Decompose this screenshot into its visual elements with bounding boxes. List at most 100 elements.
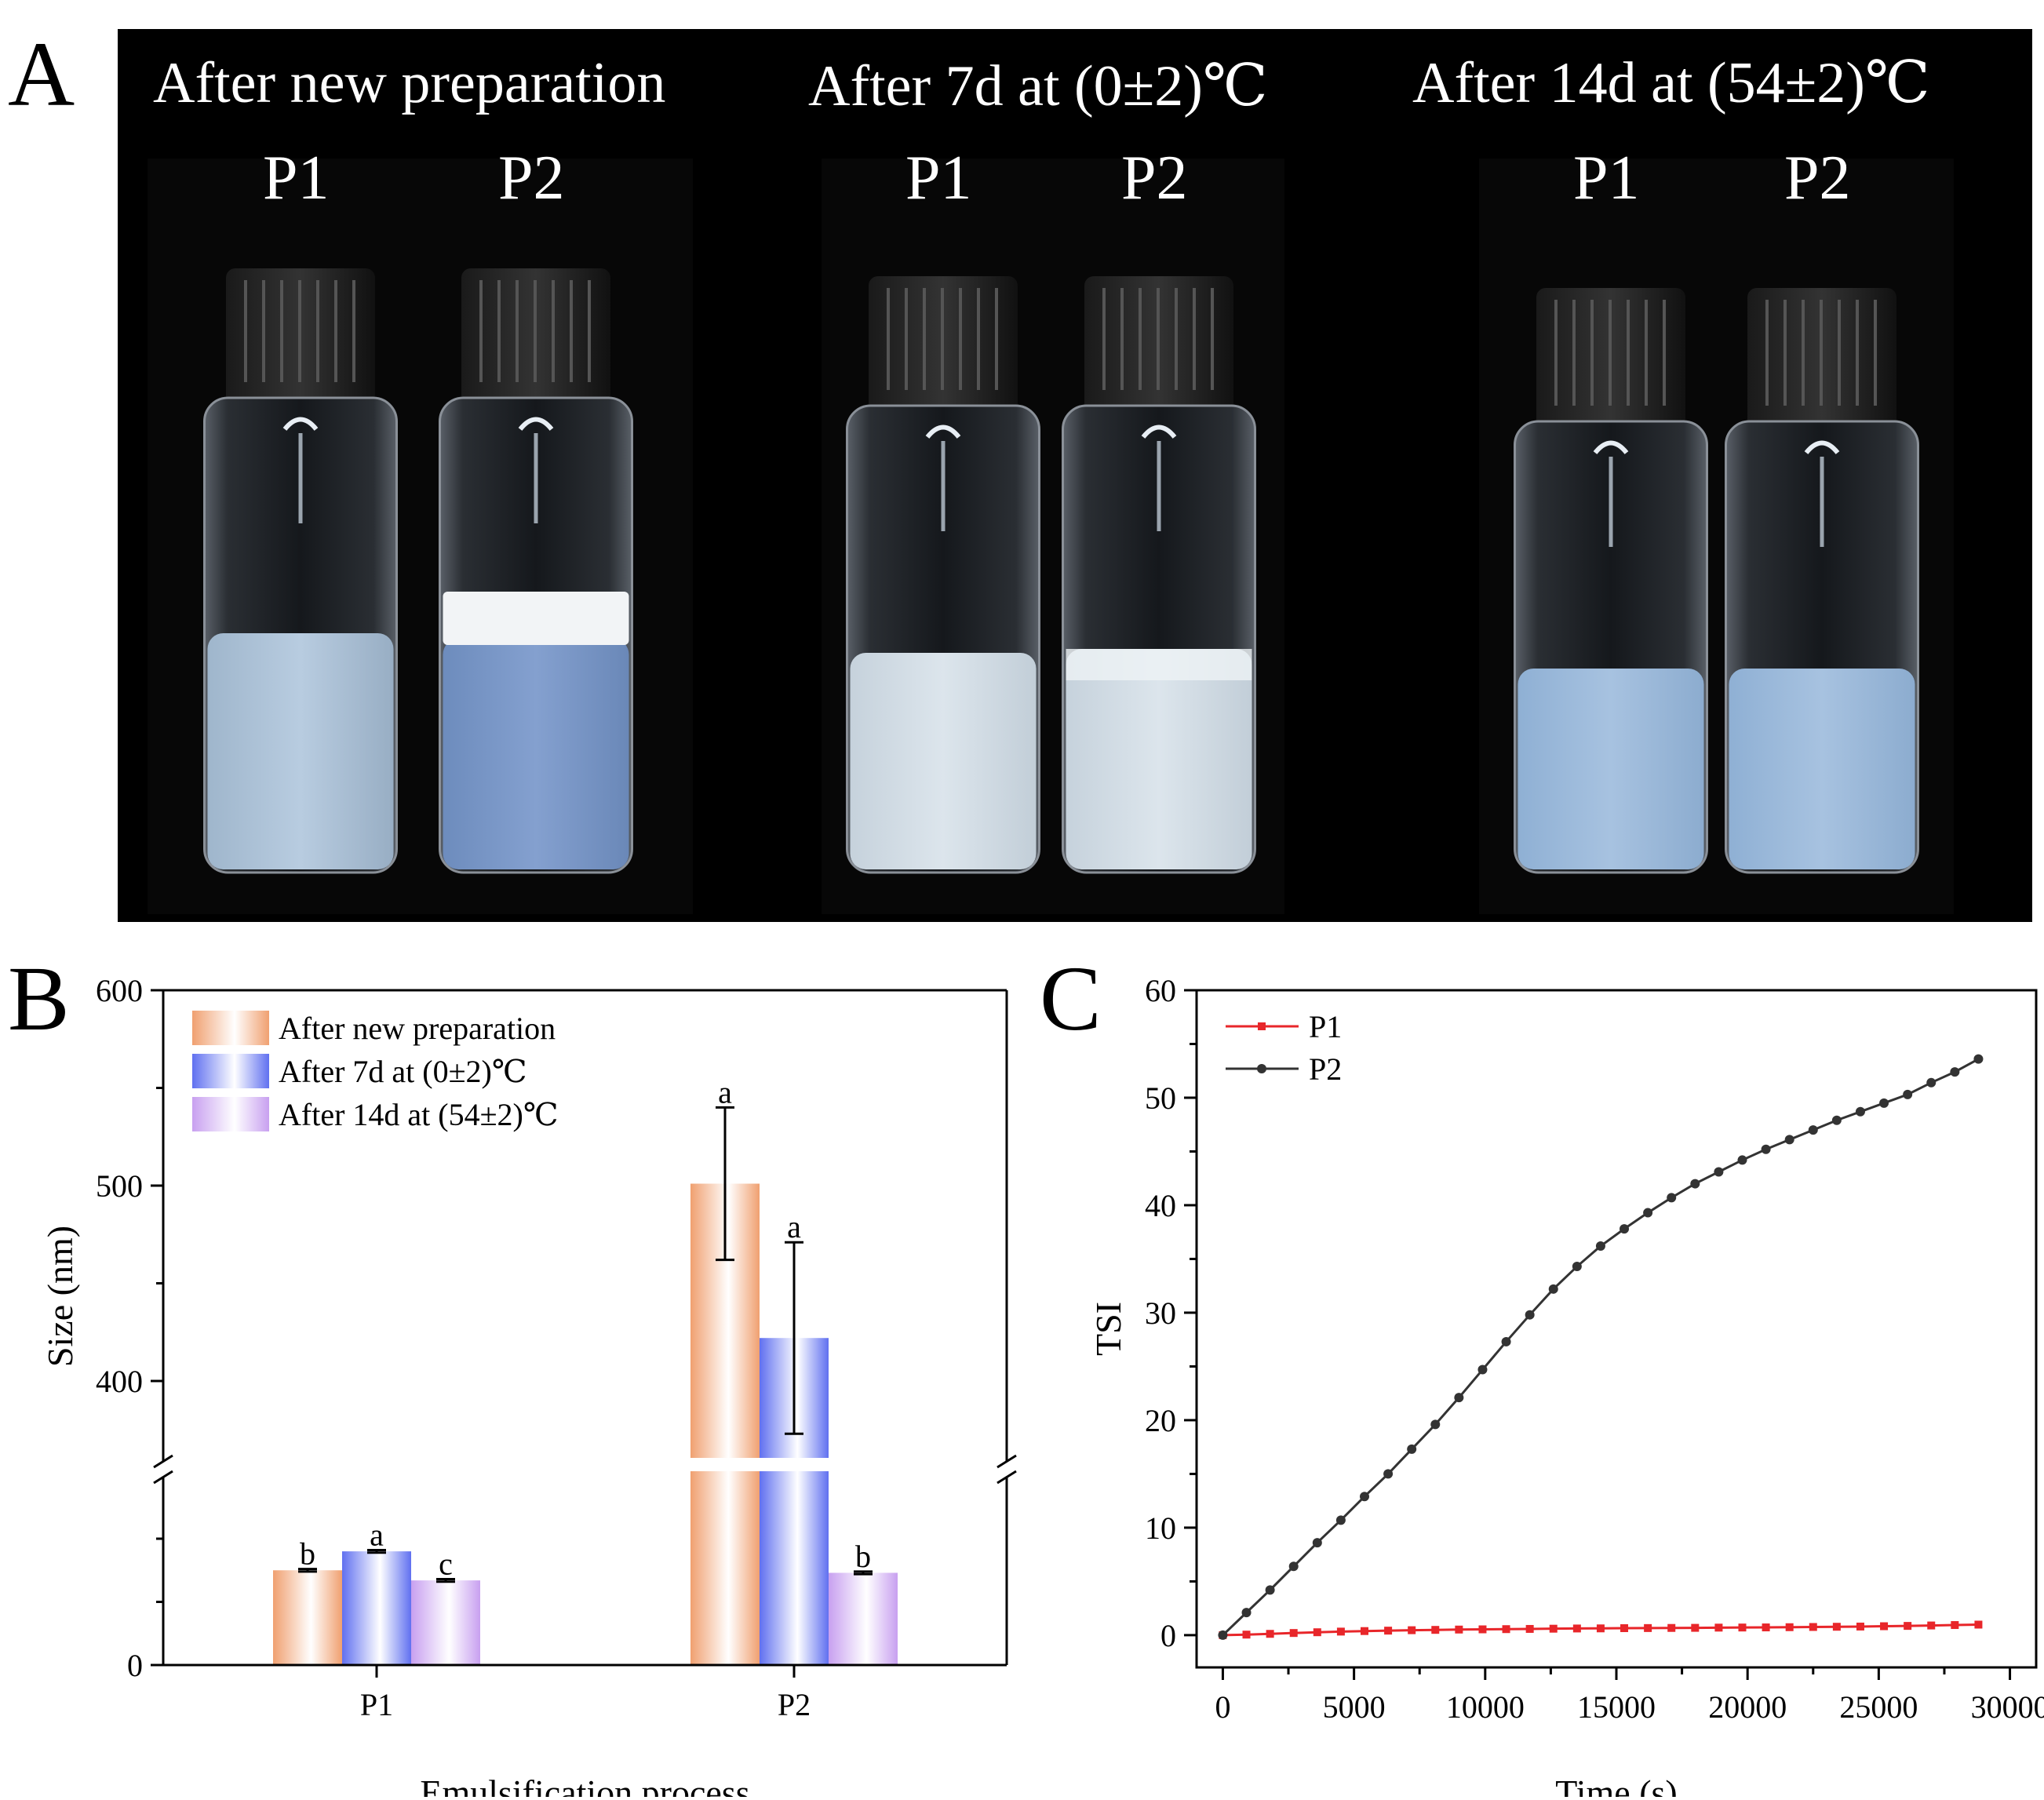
legend-label: P1	[1309, 1009, 1342, 1044]
data-point-p2	[1265, 1585, 1275, 1595]
data-point-p2	[1312, 1538, 1322, 1548]
bar	[829, 1572, 898, 1665]
y-tick-label: 400	[96, 1364, 143, 1399]
data-point-p2	[1714, 1167, 1724, 1177]
data-point-p1	[1549, 1624, 1558, 1633]
data-point-p2	[1761, 1144, 1771, 1154]
data-point-p2	[1973, 1054, 1984, 1064]
data-point-p2	[1548, 1284, 1558, 1294]
vial-photo-panel: After new preparation P1 P2 After 7d at (0±…	[118, 29, 2032, 922]
photo-heading-1: After new preparation	[153, 51, 666, 115]
vial-highlight	[282, 417, 319, 431]
data-point-p2	[1218, 1630, 1228, 1640]
x-tick-label: 20000	[1708, 1689, 1787, 1725]
bar-chart-size: b a a a c b 400 500 600 0 P1 P2 Emulsification proc…	[40, 973, 1017, 1797]
data-point-p1	[1596, 1624, 1605, 1633]
vial-label-p2: P2	[1784, 144, 1851, 213]
vial-label-p1: P1	[1573, 144, 1640, 213]
y-tick-label: 10	[1145, 1510, 1176, 1546]
data-point-p1	[1408, 1626, 1416, 1634]
y-tick-label: 40	[1145, 1188, 1176, 1223]
legend-swatch	[192, 1011, 269, 1045]
data-point-p2	[1572, 1262, 1582, 1272]
axes-group: 0 5000 10000 15000 20000 25000 30000 0 10 20 30 40 5…	[1088, 973, 2044, 1797]
data-point-p1	[1738, 1623, 1747, 1632]
data-point-p1	[1361, 1627, 1368, 1635]
x-tick-label: P2	[778, 1687, 811, 1722]
data-point-p1	[1667, 1623, 1676, 1632]
legend-swatch	[192, 1097, 269, 1131]
data-point-p1	[1927, 1621, 1936, 1630]
data-point-p1	[1644, 1623, 1652, 1632]
data-point-p1	[1880, 1622, 1889, 1631]
vial-cream-layer	[443, 592, 629, 645]
y-tick-label: 0	[127, 1648, 143, 1683]
data-point-p2	[1831, 1115, 1842, 1125]
x-tick-label: 25000	[1839, 1689, 1918, 1725]
vial-photo	[148, 159, 1954, 914]
series-line-p2	[1222, 1058, 1980, 1636]
data-point-p2	[1383, 1469, 1394, 1479]
data-point-p2	[1784, 1135, 1794, 1145]
data-point-p2	[1501, 1336, 1511, 1346]
legend-swatch	[192, 1054, 269, 1088]
data-point-p1	[1525, 1624, 1534, 1633]
data-point-p2	[1737, 1155, 1747, 1165]
data-point-p2	[1879, 1098, 1889, 1108]
axis-break-mark	[996, 1454, 1017, 1469]
data-point-p1	[1832, 1623, 1841, 1631]
vial-liquid	[1729, 669, 1915, 869]
data-point-p2	[1360, 1492, 1369, 1502]
data-point-p2	[1477, 1365, 1488, 1375]
vial-label-p1: P1	[263, 144, 330, 213]
x-tick-label: 5000	[1323, 1689, 1386, 1725]
legend-label: After 7d at (0±2)℃	[279, 1054, 527, 1089]
vial	[846, 276, 1040, 874]
data-point-p2	[1525, 1310, 1535, 1320]
data-point-p2	[1667, 1193, 1677, 1203]
y-tick-label: 500	[96, 1168, 143, 1204]
lines-group	[1218, 1054, 1984, 1640]
data-point-p1	[1951, 1621, 1959, 1630]
legend-label: After new preparation	[279, 1011, 556, 1046]
data-point-p1	[1384, 1627, 1393, 1635]
vial-highlight	[1593, 440, 1629, 454]
vials-group	[203, 268, 1919, 874]
x-tick-label: 10000	[1446, 1689, 1525, 1725]
axes-group: 400 500 600 0 P1 P2 Emulsification process Size…	[40, 973, 1017, 1797]
vial	[439, 268, 633, 874]
data-point-p2	[1241, 1608, 1252, 1618]
panel-letter-c: C	[1040, 947, 1102, 1050]
bars-group: b a a a c b	[273, 1074, 898, 1665]
data-point-p2	[1288, 1561, 1299, 1572]
legend-marker	[1258, 1022, 1266, 1030]
data-point-p1	[1242, 1631, 1251, 1639]
data-point-p1	[1266, 1630, 1274, 1638]
vial	[203, 268, 398, 874]
line-chart-tsi: 0 5000 10000 15000 20000 25000 30000 0 10 20 30 40 5…	[1088, 973, 2044, 1797]
legend-marker	[1257, 1064, 1266, 1073]
data-point-p2	[1430, 1419, 1441, 1430]
y-tick-label: 30	[1145, 1295, 1176, 1331]
data-point-p2	[1454, 1393, 1464, 1403]
y-axis-label: Size (nm)	[40, 1226, 80, 1367]
vial-label-p2: P2	[1121, 144, 1188, 213]
data-point-p1	[1572, 1624, 1581, 1633]
y-tick-label: 600	[96, 973, 143, 1008]
significance-letter: a	[718, 1074, 732, 1110]
y-tick-label: 0	[1160, 1618, 1176, 1653]
vial	[1725, 288, 1919, 874]
significance-letter: c	[439, 1547, 453, 1582]
data-point-p2	[1808, 1125, 1818, 1135]
vial-label-p2: P2	[498, 144, 565, 213]
data-point-p2	[1595, 1241, 1605, 1252]
x-tick-label: P1	[360, 1687, 393, 1722]
data-point-p2	[1335, 1515, 1346, 1525]
data-point-p2	[1855, 1106, 1865, 1117]
photo-heading-3: After 14d at (54±2)℃	[1412, 51, 1930, 115]
axis-break-mark	[153, 1454, 173, 1469]
vial-cream-layer	[1066, 649, 1252, 680]
vial-liquid	[1518, 669, 1704, 869]
data-point-p1	[1455, 1625, 1463, 1634]
data-point-p1	[1785, 1623, 1794, 1631]
